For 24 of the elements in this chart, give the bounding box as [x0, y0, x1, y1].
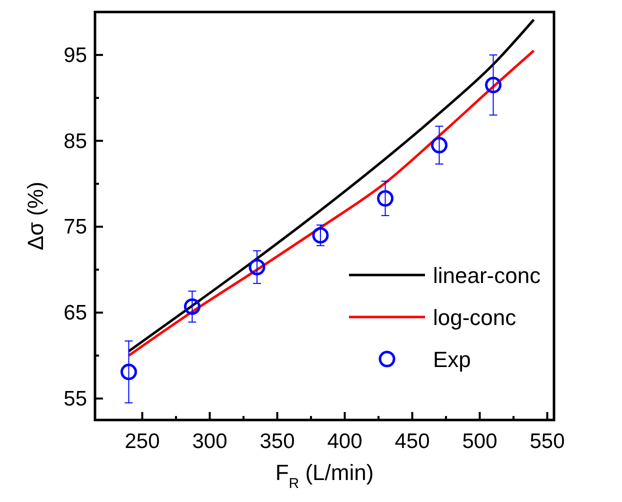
legend-label: linear-conc — [433, 263, 541, 288]
x-tick-label: 350 — [260, 430, 295, 453]
point — [248, 258, 266, 276]
point — [431, 136, 448, 154]
x-tick-label: 400 — [327, 430, 362, 453]
point — [184, 298, 200, 315]
point — [120, 364, 137, 380]
x-axis-title: F$_{R}$ (L/min) — [275, 460, 374, 492]
y-tick-label: 75 — [64, 216, 87, 239]
x-tick-label: 450 — [394, 430, 430, 453]
y-tick-label: 85 — [64, 130, 87, 153]
legend-label: log-conc — [433, 305, 516, 330]
x-tick-label: 500 — [462, 430, 498, 453]
point — [312, 227, 329, 244]
x-tick-label: 300 — [192, 430, 228, 453]
x-tick-label: 250 — [124, 430, 160, 453]
y-tick-label: 95 — [64, 44, 87, 67]
point — [485, 76, 502, 94]
y-tick-label: 65 — [64, 302, 87, 325]
y-tick-label: 55 — [64, 388, 87, 411]
x-tick-label: 550 — [530, 430, 565, 453]
y-axis-title: Δσ (%) — [23, 182, 48, 250]
point — [377, 190, 394, 207]
legend-label: Exp — [433, 347, 471, 372]
